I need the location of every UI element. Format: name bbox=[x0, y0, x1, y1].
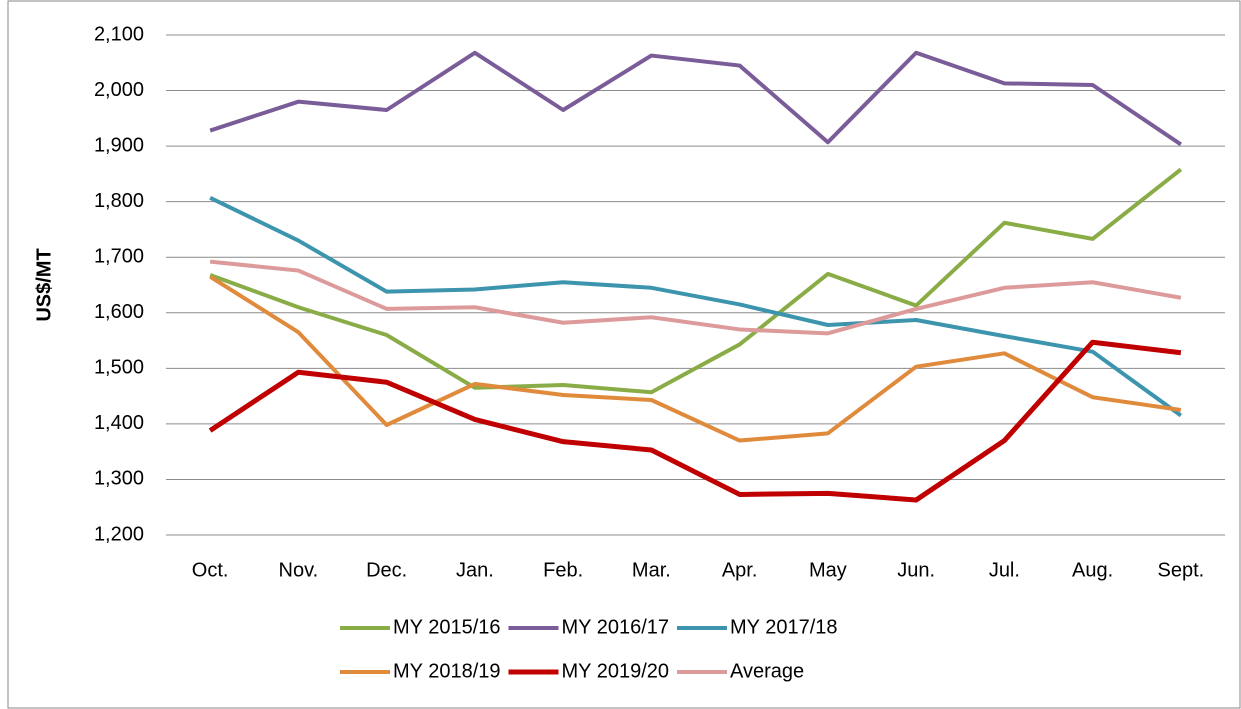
x-tick-label: Sept. bbox=[1158, 559, 1205, 581]
series-line bbox=[209, 195, 1183, 418]
legend-label: MY 2017/18 bbox=[730, 616, 838, 638]
x-tick-label: Jun. bbox=[897, 559, 935, 581]
x-tick-label: Aug. bbox=[1072, 559, 1113, 581]
y-tick-label: 2,000 bbox=[94, 79, 144, 101]
y-tick-label: 1,500 bbox=[94, 357, 144, 379]
y-axis-title: US$/MT bbox=[33, 248, 55, 321]
y-tick-label: 1,300 bbox=[94, 468, 144, 490]
legend-label: MY 2016/17 bbox=[562, 616, 670, 638]
x-tick-label: May bbox=[809, 559, 847, 581]
series-line bbox=[208, 339, 1182, 503]
y-tick-label: 1,200 bbox=[94, 523, 144, 545]
x-tick-label: Jul. bbox=[989, 559, 1020, 581]
series-line bbox=[209, 274, 1182, 443]
y-tick-label: 1,600 bbox=[94, 301, 144, 323]
y-tick-label: 1,700 bbox=[94, 246, 144, 268]
chart-frame bbox=[7, 0, 1241, 709]
legend-label: MY 2015/16 bbox=[393, 616, 501, 638]
legend-label: MY 2018/19 bbox=[393, 660, 501, 682]
series-line bbox=[209, 50, 1182, 147]
x-tick-label: Apr. bbox=[722, 559, 758, 581]
x-tick-label: Dec. bbox=[366, 559, 407, 581]
y-tick-label: 2,100 bbox=[94, 23, 144, 45]
x-tick-label: Oct. bbox=[192, 559, 229, 581]
y-tick-label: 1,400 bbox=[94, 412, 144, 434]
x-tick-label: Feb. bbox=[543, 559, 583, 581]
y-tick-label: 1,800 bbox=[94, 190, 144, 212]
series-line bbox=[209, 259, 1182, 336]
legend-label: MY 2019/20 bbox=[562, 660, 670, 682]
x-tick-label: Nov. bbox=[279, 559, 319, 581]
x-tick-label: Jan. bbox=[456, 559, 494, 581]
y-tick-label: 1,900 bbox=[94, 134, 144, 156]
series-line bbox=[209, 167, 1183, 395]
legend-label: Average bbox=[730, 660, 804, 682]
x-tick-label: Mar. bbox=[632, 559, 671, 581]
